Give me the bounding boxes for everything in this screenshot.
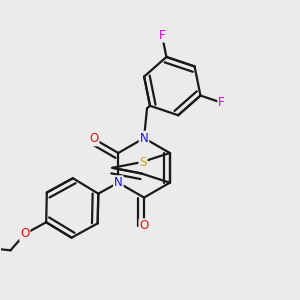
- Text: O: O: [20, 227, 29, 241]
- Text: O: O: [89, 132, 98, 146]
- Text: F: F: [218, 96, 225, 109]
- Text: N: N: [140, 132, 148, 145]
- Text: N: N: [114, 176, 123, 189]
- Text: F: F: [159, 28, 165, 42]
- Text: O: O: [140, 219, 149, 232]
- Text: S: S: [139, 156, 147, 169]
